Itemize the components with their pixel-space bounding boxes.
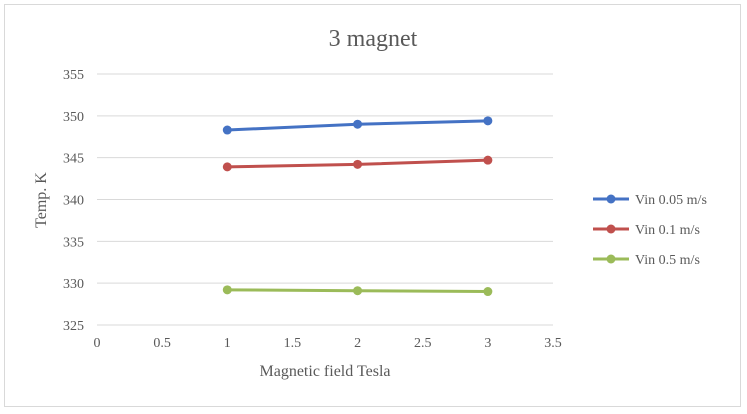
data-point [483,155,493,165]
legend-marker [606,224,616,234]
x-tick-label: 2 [354,336,361,351]
chart-frame [4,4,741,407]
series-lines [222,116,493,297]
data-point [353,119,363,129]
x-tick-label: 1 [224,336,231,351]
gridlines [97,73,553,326]
y-tick-label: 335 [63,235,84,250]
x-tick-label: 3.5 [544,336,562,351]
y-axis-ticks: 325 330 335 340 345 350 355 [63,68,84,334]
legend-marker [606,254,616,264]
legend-label: Vin 0.5 m/s [635,253,700,268]
data-point [222,162,232,172]
legend-label: Vin 0.05 m/s [635,193,707,208]
data-point [353,159,363,169]
y-tick-label: 345 [63,152,84,167]
x-tick-label: 0.5 [153,336,171,351]
x-axis-ticks: 0 0.5 1 1.5 2 2.5 3 3.5 [94,336,562,351]
data-point [483,287,493,297]
x-tick-label: 2.5 [414,336,432,351]
legend-label: Vin 0.1 m/s [635,223,700,238]
data-point [222,285,232,295]
y-tick-label: 340 [63,194,84,209]
x-axis-title: Magnetic field Tesla [260,363,391,380]
y-tick-label: 355 [63,68,84,83]
legend-marker [606,194,616,204]
data-point [353,286,363,296]
x-tick-label: 0 [94,336,101,351]
legend: Vin 0.05 m/s Vin 0.1 m/s Vin 0.5 m/s [593,193,707,268]
y-tick-label: 330 [63,277,84,292]
data-point [483,116,493,126]
y-tick-label: 350 [63,110,84,125]
x-tick-label: 3 [484,336,491,351]
x-tick-label: 1.5 [284,336,302,351]
y-axis-title: Temp. K [33,172,50,228]
y-tick-label: 325 [63,319,84,334]
data-point [222,125,232,135]
chart-title: 3 magnet [329,26,418,52]
